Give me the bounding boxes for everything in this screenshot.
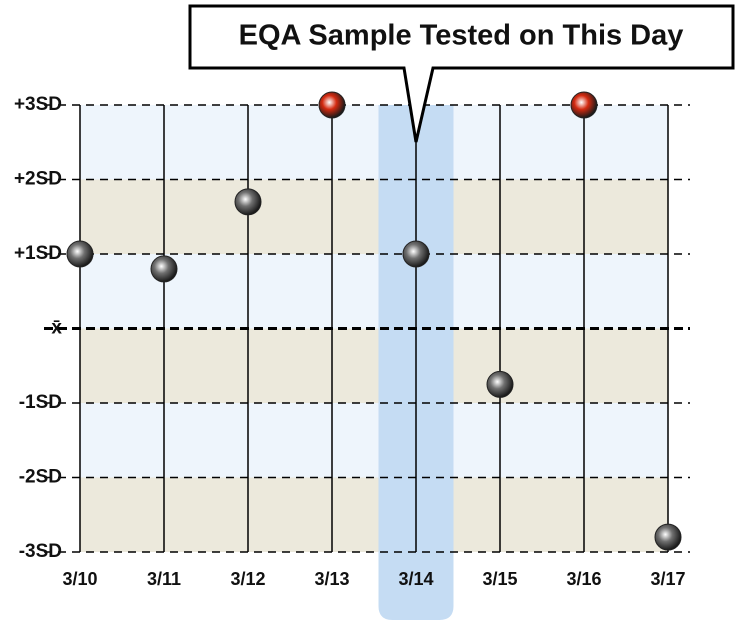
x-tick-label: 3/14	[398, 569, 433, 589]
y-tick-label: -2SD	[19, 467, 62, 488]
x-tick-label: 3/10	[62, 569, 97, 589]
x-tick-label: 3/16	[566, 569, 601, 589]
band	[80, 403, 668, 478]
y-tick-label: +3SD	[14, 94, 62, 115]
x-tick-label: 3/12	[230, 569, 265, 589]
data-point	[66, 240, 94, 268]
data-point	[318, 91, 346, 119]
band	[80, 105, 668, 180]
x-tick-label: 3/17	[650, 569, 685, 589]
callout: EQA Sample Tested on This Day	[188, 4, 735, 143]
y-tick-label: +1SD	[14, 243, 62, 264]
data-point	[654, 523, 682, 551]
y-tick-label: -1SD	[19, 392, 62, 413]
x-tick-label: 3/15	[482, 569, 517, 589]
band	[80, 254, 668, 329]
callout-box	[188, 4, 735, 143]
data-point	[150, 255, 178, 283]
y-tick-label: x̄	[51, 318, 62, 339]
band	[80, 328, 668, 403]
data-point	[570, 91, 598, 119]
band	[80, 477, 668, 552]
data-point	[486, 370, 514, 398]
band	[80, 179, 668, 254]
y-tick-label: +2SD	[14, 169, 62, 190]
y-tick-label: -3SD	[19, 541, 62, 562]
annotation-text: EQA Sample Tested on This Day	[239, 20, 684, 52]
data-point	[234, 188, 262, 216]
data-point	[402, 240, 430, 268]
x-tick-label: 3/13	[314, 569, 349, 589]
x-tick-label: 3/11	[147, 569, 181, 589]
